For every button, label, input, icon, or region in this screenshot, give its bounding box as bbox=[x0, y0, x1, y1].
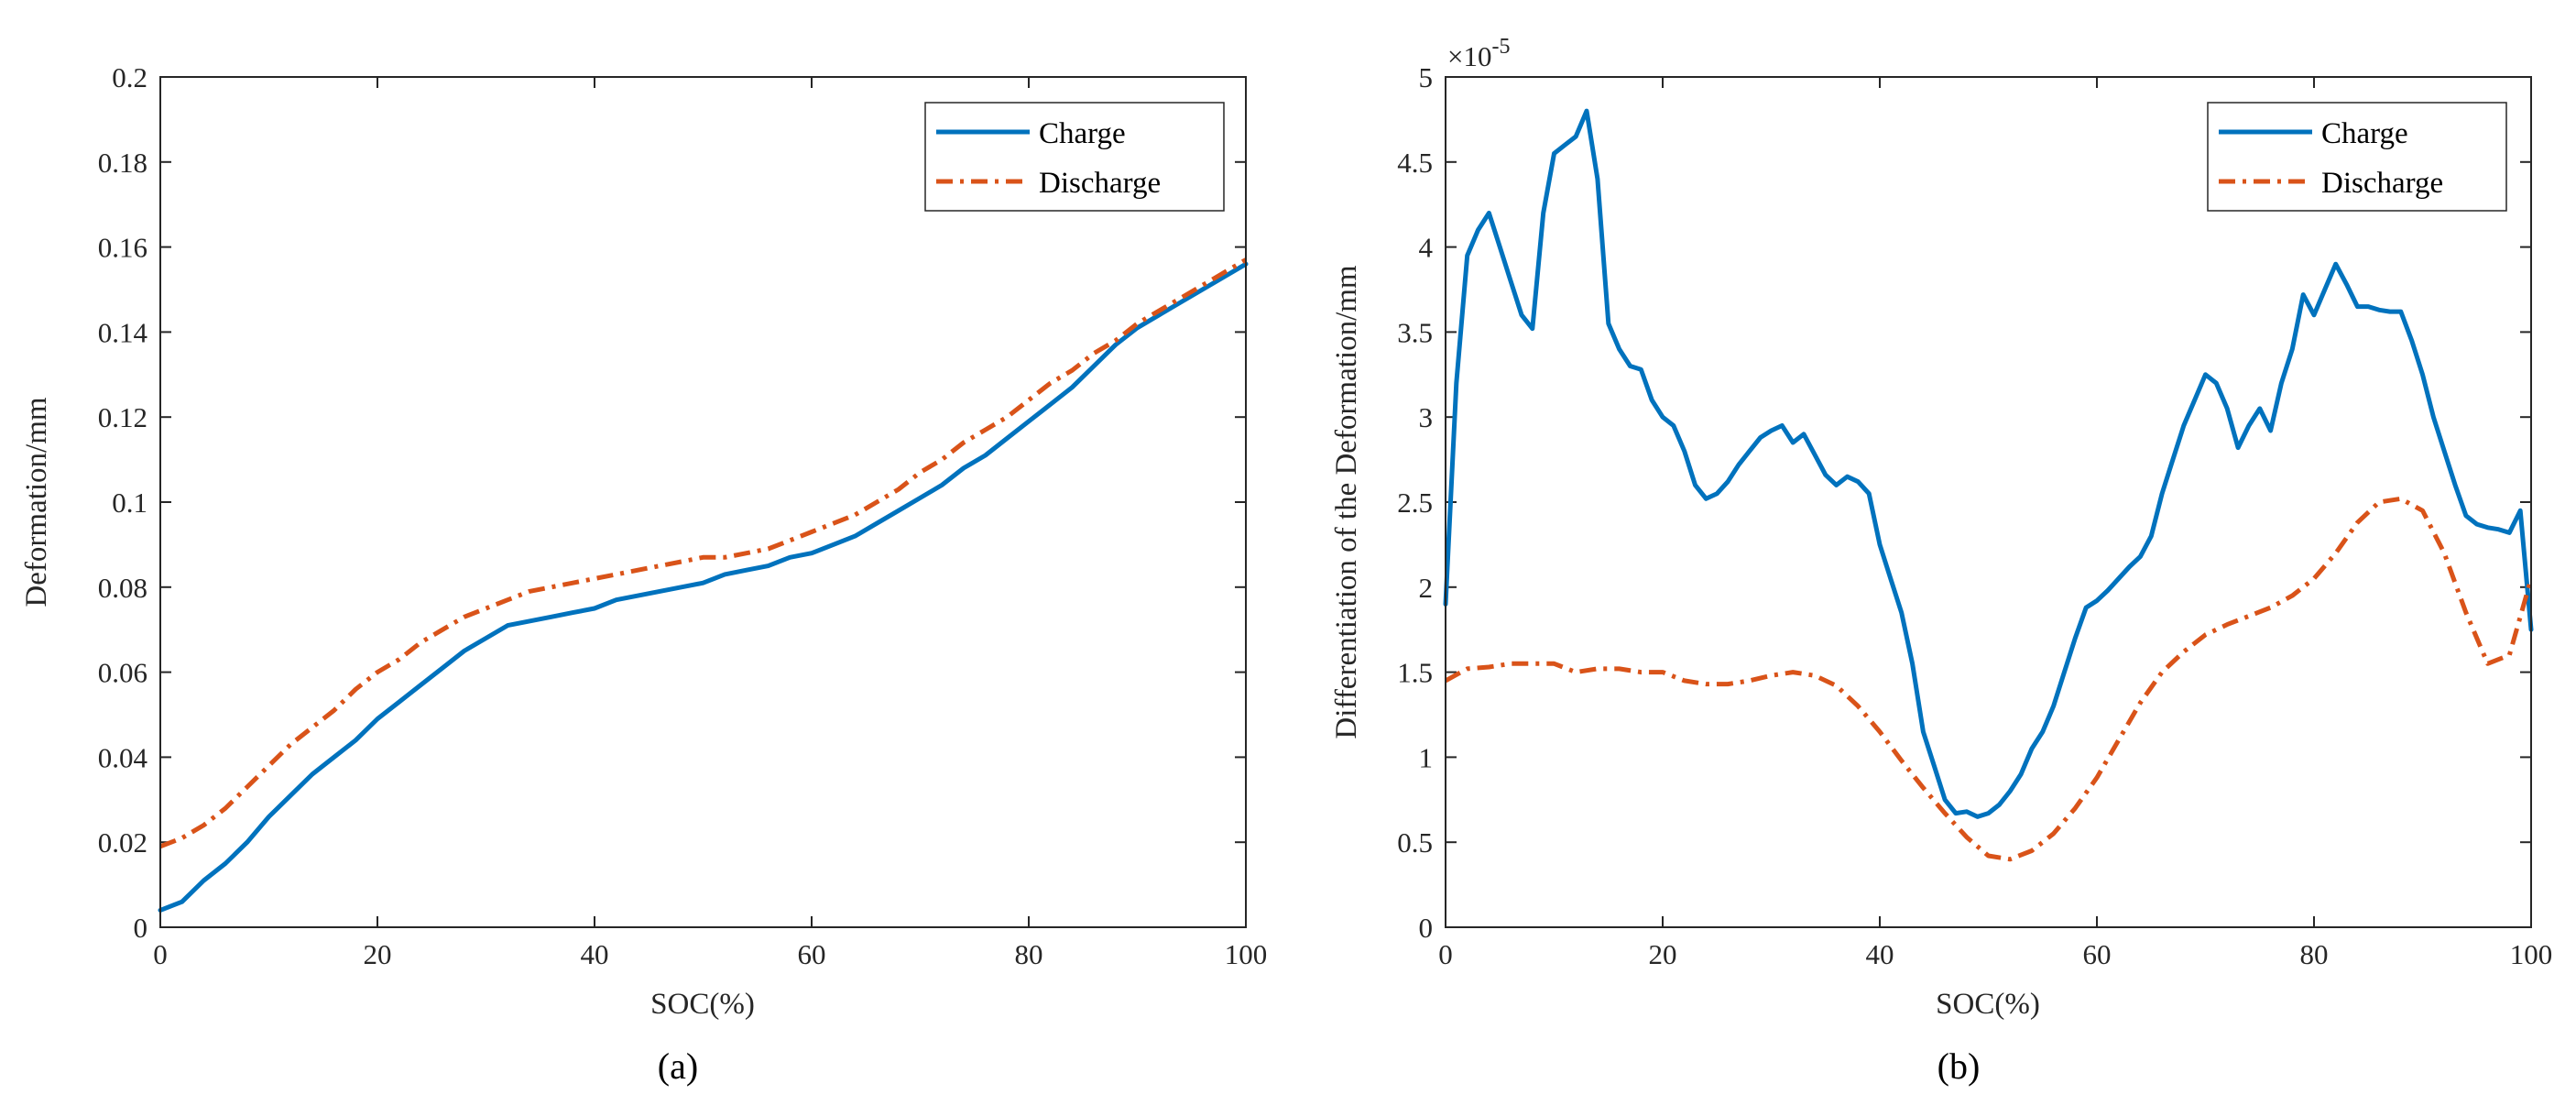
chart-a-ytick-label: 0.14 bbox=[98, 316, 148, 348]
chart-a-ylabel: Deformation/mm bbox=[20, 397, 53, 607]
chart-b-series-charge-line bbox=[1443, 108, 2534, 819]
chart-a-caption: (a) bbox=[658, 1045, 698, 1087]
chart-a-xlabel: SOC(%) bbox=[650, 988, 755, 1021]
chart-a: 0 20 40 60 80 100 0 0.02 0.04 0.06 0.08 0.1 0.12 0.14… bbox=[20, 61, 1267, 1087]
chart-a-series bbox=[158, 257, 1249, 913]
chart-b-ytick-label: 4 bbox=[1419, 232, 1434, 264]
chart-b-ytick-label: 0 bbox=[1419, 912, 1434, 944]
chart-a-ytick-label: 0.12 bbox=[98, 401, 147, 433]
chart-a-ytick-label: 0.06 bbox=[98, 657, 147, 689]
chart-b-plot-area bbox=[1446, 77, 2531, 927]
chart-a-ytick-label: 0.1 bbox=[112, 487, 147, 519]
chart-a-ytick-label: 0.16 bbox=[98, 232, 147, 264]
chart-b-axes-box bbox=[1445, 76, 2532, 928]
chart-b-ytick-label: 0.5 bbox=[1397, 826, 1433, 859]
chart-b-xtick-label: 80 bbox=[2300, 938, 2329, 970]
chart-b-ytick-label: 5 bbox=[1419, 61, 1434, 93]
chart-a-ytick-label: 0.08 bbox=[98, 572, 147, 604]
chart-b-series bbox=[1443, 108, 2534, 862]
chart-a-ytick-label: 0 bbox=[134, 912, 148, 944]
chart-a-plot-area bbox=[160, 77, 1246, 927]
chart-b-xtick-label: 20 bbox=[1649, 938, 1677, 970]
chart-b-series-discharge-line bbox=[1444, 496, 2534, 862]
chart-a-xtick-label: 40 bbox=[581, 938, 609, 970]
chart-b-xlabel: SOC(%) bbox=[1936, 988, 2040, 1021]
chart-b-xtick-label: 40 bbox=[1866, 938, 1894, 970]
chart-b-legend: Charge Discharge bbox=[2207, 102, 2507, 212]
chart-b-xtick-label: 100 bbox=[2510, 938, 2553, 970]
chart-b-ticks: 0 20 40 60 80 100 0 0.5 1 1.5 2 2.5 3 3.5 4 4.5 5 bbox=[1397, 61, 2552, 970]
chart-b-exponent-base: ×10 bbox=[1447, 40, 1491, 72]
chart-a-ytick-label: 0.02 bbox=[98, 826, 147, 859]
chart-b-xtick-label: 0 bbox=[1438, 938, 1453, 970]
chart-a-xtick-label: 0 bbox=[153, 938, 168, 970]
chart-b-exponent-power: -5 bbox=[1491, 35, 1510, 59]
chart-a-xtick-label: 20 bbox=[364, 938, 392, 970]
chart-b-ytick-label: 1.5 bbox=[1397, 657, 1433, 689]
chart-b-xtick-label: 60 bbox=[2083, 938, 2112, 970]
chart-a-ytick-label: 0.18 bbox=[98, 147, 147, 179]
chart-b-ylabel: Differentiation of the Deformation/mm bbox=[1330, 265, 1363, 739]
chart-b-legend-charge-label: Charge bbox=[2321, 117, 2408, 150]
chart-b-ytick-label: 2.5 bbox=[1397, 487, 1433, 519]
chart-a-ytick-label: 0.2 bbox=[112, 61, 147, 93]
chart-b-ytick-label: 4.5 bbox=[1397, 147, 1433, 179]
chart-a-xtick-label: 60 bbox=[798, 938, 826, 970]
chart-a-series-charge-line bbox=[158, 261, 1249, 913]
chart-b-exponent: ×10-5 bbox=[1447, 35, 1510, 72]
chart-b-ytick-label: 2 bbox=[1419, 572, 1434, 604]
chart-a-legend-charge-label: Charge bbox=[1039, 117, 1126, 150]
chart-a-axes-box bbox=[159, 76, 1247, 928]
chart-a-ytick-label: 0.04 bbox=[98, 741, 148, 773]
chart-b-legend-box bbox=[2207, 102, 2507, 212]
chart-b-ytick-label: 1 bbox=[1419, 741, 1434, 773]
chart-b-caption: (b) bbox=[1937, 1045, 1981, 1087]
chart-a-legend-box bbox=[924, 102, 1225, 212]
chart-a-legend: Charge Discharge bbox=[924, 102, 1225, 212]
chart-a-xtick-label: 80 bbox=[1015, 938, 1043, 970]
chart-a-legend-discharge-label: Discharge bbox=[1039, 167, 1161, 200]
chart-b-ytick-label: 3 bbox=[1419, 401, 1434, 433]
chart-a-xtick-label: 100 bbox=[1225, 938, 1268, 970]
chart-b-legend-discharge-label: Discharge bbox=[2321, 167, 2443, 200]
chart-a-series-discharge-line bbox=[159, 257, 1248, 849]
chart-b-ytick-label: 3.5 bbox=[1397, 316, 1433, 348]
chart-a-ticks: 0 20 40 60 80 100 0 0.02 0.04 0.06 0.08 0.1 0.12 0.14… bbox=[98, 61, 1268, 970]
